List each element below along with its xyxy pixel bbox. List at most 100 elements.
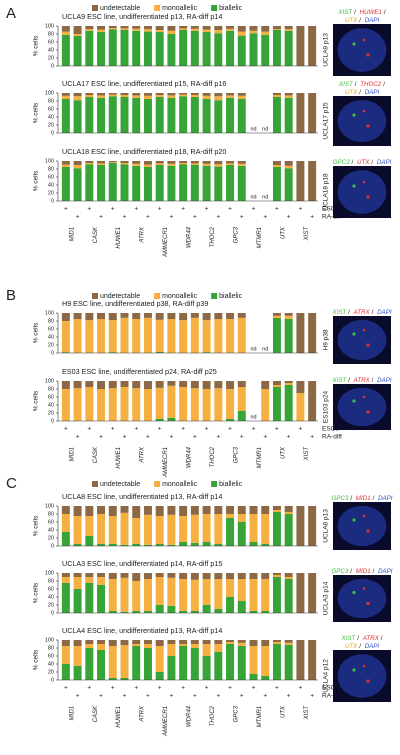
condition-marker: + (134, 206, 138, 213)
probe-label: UTX / DAPI (345, 89, 380, 96)
bar-segment (108, 161, 117, 163)
legend-label: monoallelic (162, 481, 198, 488)
signal (352, 668, 356, 672)
legend-label: biallelic (219, 293, 242, 300)
bar-segment (108, 573, 117, 579)
condition-marker: + (193, 693, 197, 700)
bar-segment (85, 387, 94, 421)
condition-label: ESCs (322, 426, 339, 433)
bar-segment (284, 385, 293, 421)
bar-segment (85, 26, 94, 30)
bar-segment (190, 640, 199, 644)
bar-segment (85, 97, 94, 133)
panel-label: C (6, 475, 17, 492)
bar-segment (190, 644, 199, 648)
condition-marker: + (158, 685, 162, 692)
bar-segment (132, 573, 141, 581)
signal (366, 124, 370, 128)
bar-segment (108, 611, 117, 613)
bar-segment (226, 642, 235, 644)
bar-segment (237, 31, 246, 36)
bar-segment (179, 611, 188, 613)
bar-segment (202, 573, 211, 579)
bar-segment (73, 666, 82, 680)
bar-segment (97, 644, 106, 650)
bar-segment (155, 506, 164, 516)
condition-marker: + (299, 426, 303, 433)
bar-segment (272, 644, 281, 680)
y-tick-label: 100 (45, 637, 54, 643)
bar-segment (214, 652, 223, 680)
bar-segment (308, 26, 317, 66)
legend-label: biallelic (219, 5, 242, 12)
probe-label: XIST / HUWE1/ (337, 9, 386, 16)
bar-segment (261, 573, 270, 579)
y-tick-label: 60 (48, 174, 54, 180)
y-tick-label: 100 (45, 310, 54, 316)
bar-segment (214, 381, 223, 389)
bar-segment (120, 645, 129, 678)
bar-segment (61, 640, 70, 646)
bar-segment (179, 542, 188, 546)
bar-segment (237, 646, 246, 680)
condition-marker: + (193, 434, 197, 441)
y-axis-label: % cells (33, 322, 40, 343)
y-tick-label: 80 (48, 98, 54, 104)
bar-segment (155, 646, 164, 672)
bar-segment (249, 30, 258, 34)
condition-marker: + (275, 206, 279, 213)
bar-segment (97, 165, 106, 201)
bar-segment (155, 30, 164, 32)
probe-name: UTX (345, 17, 358, 24)
bar-segment (97, 319, 106, 353)
condition-marker: + (216, 434, 220, 441)
bar-segment (190, 161, 199, 164)
bar-segment (155, 26, 164, 30)
y-tick-label: 0 (51, 418, 54, 424)
bar-segment (261, 31, 270, 35)
bar-segment (226, 161, 235, 164)
separator: / (359, 17, 361, 24)
bar-segment (308, 161, 317, 201)
bar-segment (226, 165, 235, 201)
bar-segment (190, 97, 199, 133)
bar-segment (202, 32, 211, 66)
x-tick-label: UTX (280, 705, 286, 718)
bar-segment (190, 542, 199, 546)
sample-label: UCLA9 p13 (323, 33, 330, 67)
bar-segment (143, 514, 152, 545)
bar-segment (284, 506, 293, 512)
bar-segment (97, 161, 106, 164)
bar-segment (272, 315, 281, 318)
bar-segment (214, 96, 223, 101)
bar-segment (85, 516, 94, 536)
bar-segment (202, 163, 211, 166)
separator: / (354, 9, 356, 16)
condition-marker: + (216, 214, 220, 221)
y-axis-label: % cells (33, 582, 40, 603)
bar-segment (296, 313, 305, 353)
missing-label: nd (262, 126, 268, 132)
condition-marker: + (216, 693, 220, 700)
probe-name: XIST (331, 309, 347, 316)
bar-segment (249, 579, 258, 611)
condition-marker: + (310, 693, 314, 700)
bar-segment (61, 664, 70, 680)
bar-segment (308, 313, 317, 353)
bar-segment (167, 544, 176, 546)
bar-segment (155, 672, 164, 680)
bar-segment (108, 28, 117, 30)
bar-segment (190, 648, 199, 680)
bar-segment (179, 646, 188, 680)
y-axis-label: % cells (33, 649, 40, 670)
bar-segment (237, 411, 246, 421)
bar-segment (85, 640, 94, 644)
bar-segment (179, 96, 188, 133)
signal (362, 664, 366, 668)
condition-label: RA-diff (322, 434, 342, 441)
probe-label: GPC3/ MID1/ DAPI (331, 568, 392, 575)
signal (352, 399, 356, 403)
bar-segment (179, 164, 188, 201)
bar-segment (108, 96, 117, 133)
bar-segment (284, 319, 293, 353)
